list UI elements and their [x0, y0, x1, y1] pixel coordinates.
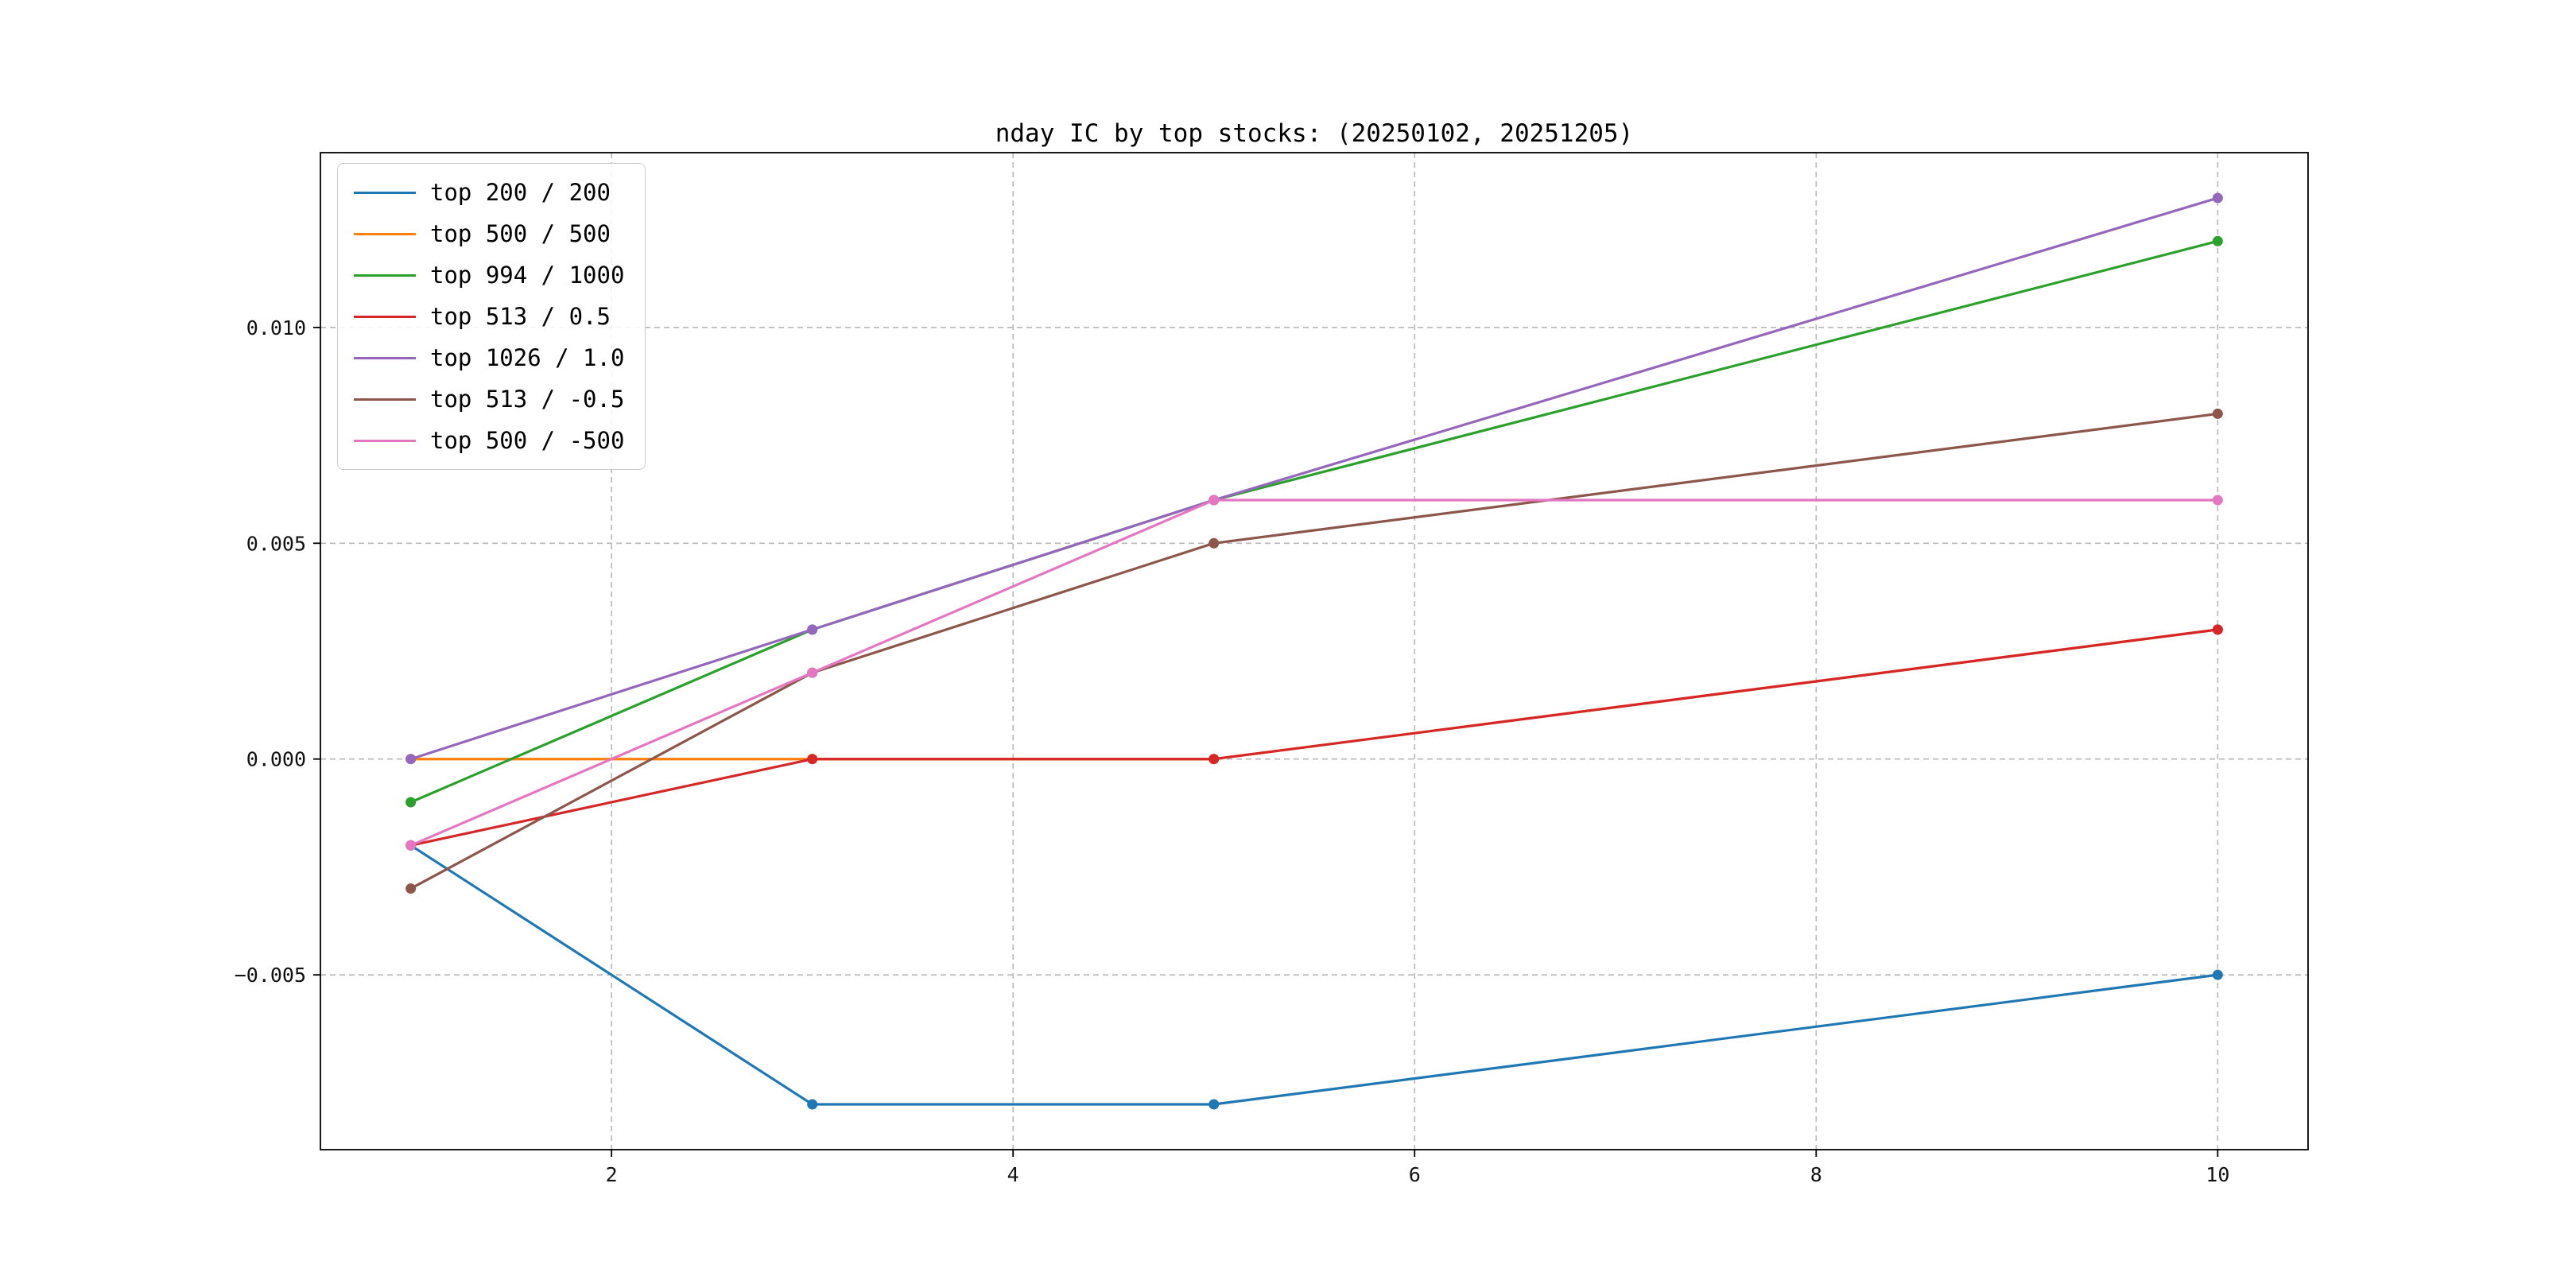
legend-item: top 513 / 0.5	[354, 301, 624, 332]
data-point	[807, 624, 818, 635]
data-point	[1208, 495, 1220, 506]
data-point	[1208, 537, 1220, 549]
x-tick-label: 6	[1409, 1163, 1421, 1186]
legend-item: top 500 / 500	[354, 218, 624, 250]
data-point	[1208, 754, 1220, 765]
legend-label: top 500 / 500	[430, 219, 611, 247]
data-point	[807, 754, 818, 765]
legend-color-sample	[354, 232, 416, 235]
x-tick-label: 2	[606, 1163, 618, 1186]
data-point	[807, 667, 818, 678]
series-line-5	[409, 196, 2219, 761]
x-tick-label: 4	[1007, 1163, 1019, 1186]
legend-label: top 1026 / 1.0	[430, 343, 625, 371]
series-line-1	[409, 844, 2219, 1106]
legend-item: top 500 / -500	[354, 425, 624, 456]
x-tick-label: 8	[1810, 1163, 1822, 1186]
legend-color-sample	[354, 274, 416, 277]
legend-label: top 500 / -500	[430, 426, 625, 454]
data-point	[2212, 192, 2223, 204]
legend-item: top 513 / -0.5	[354, 383, 624, 415]
legend-color-sample	[354, 356, 416, 359]
data-point	[807, 1099, 818, 1110]
legend-color-sample	[354, 398, 416, 401]
plot-border	[320, 152, 2309, 1150]
series-line-2	[409, 628, 2219, 761]
data-point	[2212, 624, 2223, 635]
data-point	[2212, 495, 2223, 506]
y-tick-label: 0.010	[246, 316, 306, 339]
legend-label: top 513 / -0.5	[430, 385, 625, 413]
legend-item: top 1026 / 1.0	[354, 342, 624, 374]
y-tick-label: −0.005	[235, 964, 306, 987]
legend-color-sample	[354, 191, 416, 194]
x-tick-label: 10	[2206, 1163, 2229, 1186]
legend-color-sample	[354, 315, 416, 318]
y-tick-label: 0.000	[246, 748, 306, 771]
series-line-4	[409, 628, 2219, 847]
data-point	[405, 754, 417, 765]
data-point	[405, 797, 417, 808]
legend-label: top 994 / 1000	[430, 261, 625, 289]
data-point	[405, 883, 417, 894]
series-line-3	[409, 239, 2219, 804]
legend: top 200 / 200 top 500 / 500 top 994 / 1000…	[337, 163, 646, 470]
chart-title: nday IC by top stocks: (20250102, 202512…	[995, 119, 1634, 148]
legend-label: top 513 / 0.5	[430, 302, 611, 330]
legend-color-sample	[354, 439, 416, 442]
data-point	[1208, 1099, 1220, 1110]
data-point	[2212, 408, 2223, 419]
data-point	[405, 840, 417, 851]
series-layer	[405, 192, 2223, 1110]
y-tick-label: 0.005	[246, 532, 306, 555]
axis-layer: 2 4 6 8 10 −0.005 0.000 0.005 0.010	[235, 316, 2230, 1186]
legend-item: top 200 / 200	[354, 177, 624, 208]
data-point	[2212, 969, 2223, 980]
legend-item: top 994 / 1000	[354, 259, 624, 291]
data-point	[2212, 235, 2223, 246]
series-line-6	[409, 412, 2219, 890]
series-line-7	[409, 499, 2219, 847]
legend-label: top 200 / 200	[430, 178, 611, 206]
